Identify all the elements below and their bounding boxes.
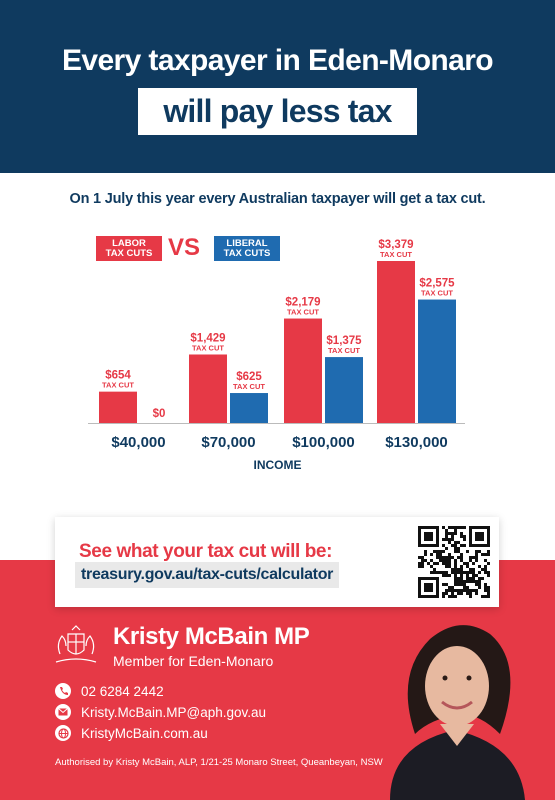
- legend-liberal-label: LIBERAL TAX CUTS: [223, 237, 271, 259]
- intro-text: On 1 July this year every Australian tax…: [69, 191, 486, 207]
- headline: Every taxpayer in Eden-Monaro: [61, 44, 494, 77]
- contact-email[interactable]: Kristy.McBain.MP@aph.gov.au: [55, 704, 266, 720]
- phone-number[interactable]: 02 6284 2442: [81, 683, 164, 699]
- email-icon: [55, 704, 71, 720]
- email-address[interactable]: Kristy.McBain.MP@aph.gov.au: [81, 704, 267, 720]
- subheadline-box: will pay less tax: [138, 88, 417, 135]
- x-tick-label: $40,000: [111, 434, 165, 451]
- phone-icon: [55, 683, 71, 699]
- globe-icon: [55, 725, 71, 741]
- calculator-title: See what your tax cut will be:: [79, 541, 333, 562]
- x-tick-label: $100,000: [292, 434, 355, 451]
- bar-value-label: $654: [105, 370, 131, 382]
- bar-sublabel: TAX CUT: [102, 381, 134, 390]
- legend-labor-label: LABOR TAX CUTS: [105, 237, 153, 259]
- bar-labor-1: [189, 354, 227, 423]
- calculator-card: See what your tax cut will be: treasury.…: [55, 517, 499, 607]
- bar-value-label: $625: [236, 371, 262, 383]
- bar-value-label: $3,379: [378, 239, 413, 251]
- authorisation-text: Authorised by Kristy McBain, ALP, 1/21-2…: [55, 757, 383, 768]
- x-axis-label: INCOME: [253, 458, 302, 472]
- website-url[interactable]: KristyMcBain.com.au: [81, 725, 208, 741]
- contact-phone[interactable]: 02 6284 2442: [55, 683, 164, 699]
- bar-labor-0: [99, 391, 137, 423]
- legend-labor: LABOR TAX CUTS: [96, 236, 162, 261]
- bar-value-label: $2,575: [419, 278, 455, 290]
- bar-value-label: $2,179: [285, 297, 320, 309]
- bar-sublabel: TAX CUT: [233, 382, 265, 391]
- mp-portrait-photo: [390, 625, 525, 800]
- bar-sublabel: TAX CUT: [328, 346, 360, 355]
- x-tick-label: $130,000: [385, 434, 448, 451]
- bar-value-label: $1,375: [326, 335, 362, 347]
- calculator-url[interactable]: treasury.gov.au/tax-cuts/calculator: [75, 562, 340, 588]
- mp-name: Kristy McBain MP: [113, 623, 310, 650]
- legend-vs: VS: [168, 234, 201, 261]
- bar-sublabel: TAX CUT: [192, 343, 224, 352]
- bar-value-label: $1,429: [190, 332, 225, 344]
- bar-liberal-3: [418, 299, 456, 423]
- contact-website[interactable]: KristyMcBain.com.au: [55, 725, 208, 741]
- bar-labor-2: [284, 318, 322, 423]
- header-banner: Every taxpayer in Eden-Monaro will pay l…: [0, 0, 555, 173]
- mp-role: Member for Eden-Monaro: [113, 653, 274, 669]
- bar-value-label: $0: [153, 408, 166, 420]
- legend-liberal: LIBERAL TAX CUTS: [214, 236, 280, 261]
- bar-sublabel: TAX CUT: [380, 250, 412, 259]
- qr-code-icon[interactable]: [418, 526, 490, 598]
- bar-sublabel: TAX CUT: [421, 289, 453, 298]
- bar-liberal-2: [325, 357, 363, 423]
- coat-of-arms-icon: [55, 625, 97, 663]
- bar-sublabel: TAX CUT: [287, 308, 319, 317]
- x-tick-label: $70,000: [201, 434, 255, 451]
- bar-liberal-1: [230, 393, 268, 423]
- subheadline: will pay less tax: [163, 93, 392, 129]
- bar-labor-3: [377, 261, 415, 423]
